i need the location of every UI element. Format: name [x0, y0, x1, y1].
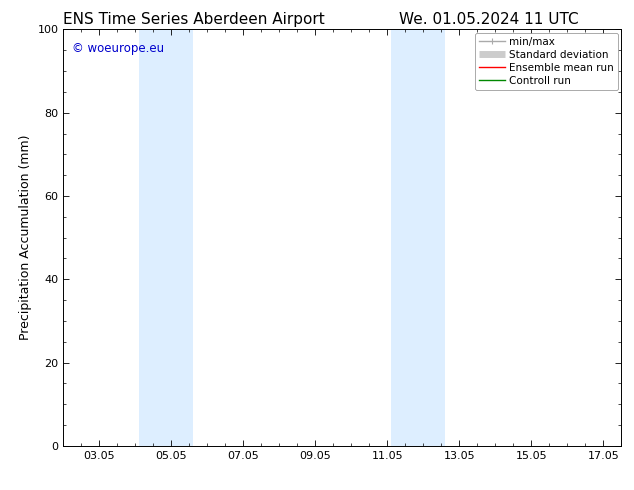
Bar [139, 29, 193, 446]
Text: ENS Time Series Aberdeen Airport: ENS Time Series Aberdeen Airport [63, 12, 325, 27]
Y-axis label: Precipitation Accumulation (mm): Precipitation Accumulation (mm) [19, 135, 32, 341]
Legend: min/max, Standard deviation, Ensemble mean run, Controll run: min/max, Standard deviation, Ensemble me… [475, 32, 618, 90]
Text: We. 01.05.2024 11 UTC: We. 01.05.2024 11 UTC [399, 12, 579, 27]
Bar [391, 29, 445, 446]
Text: © woeurope.eu: © woeurope.eu [72, 42, 164, 55]
